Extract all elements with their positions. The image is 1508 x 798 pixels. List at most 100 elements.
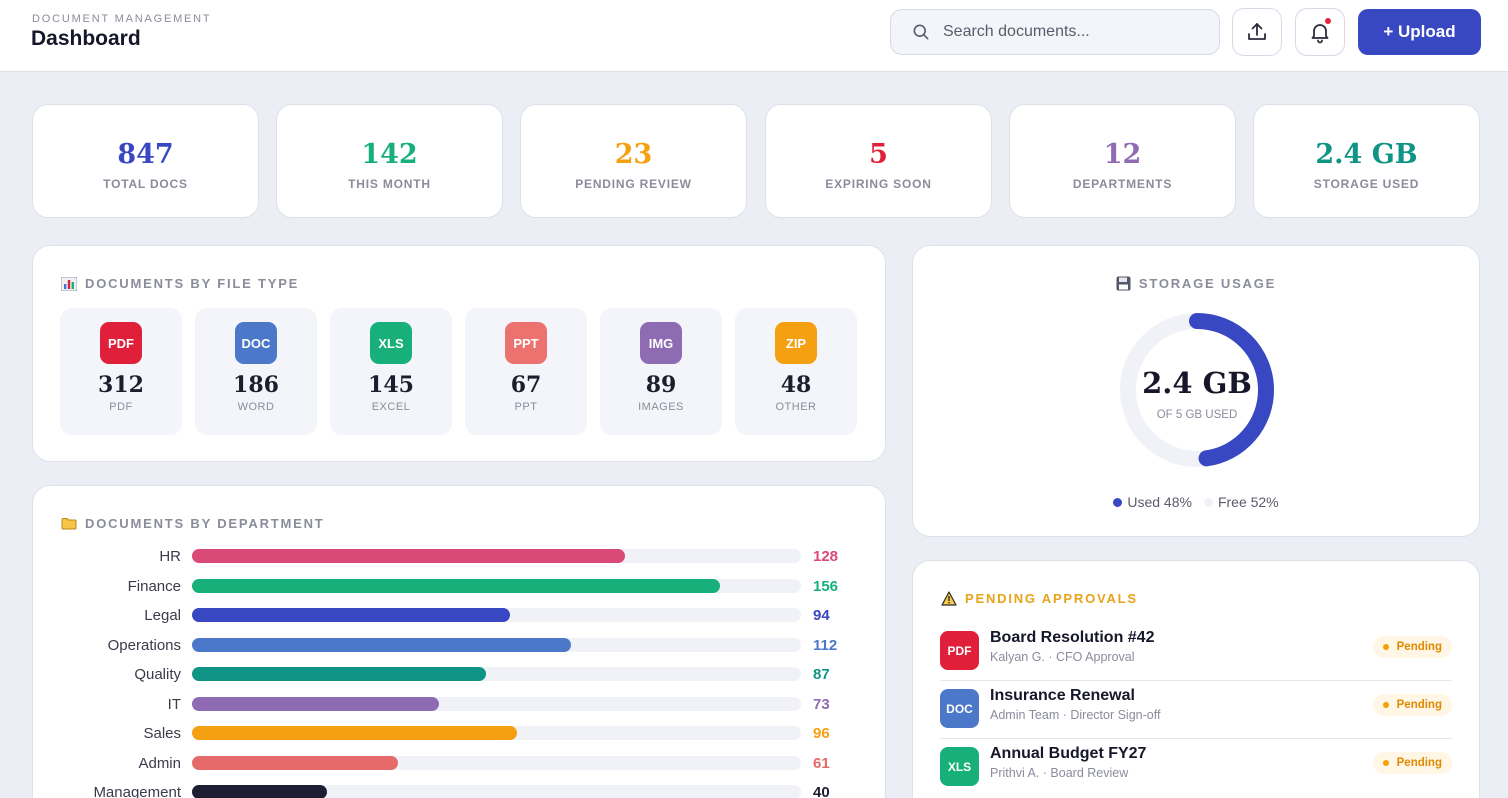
approval-item[interactable]: PDF Board Resolution #42 Kalyan G. · CFO A…: [940, 623, 1452, 681]
file-type-tile-word[interactable]: DOC 186 WORD: [195, 308, 317, 435]
stat-value: 23: [614, 139, 653, 170]
department-bar-track: [192, 726, 801, 740]
app-subtitle: DOCUMENT MANAGEMENT: [32, 13, 212, 25]
department-name: Legal: [144, 607, 181, 624]
floppy-disk-icon: [1116, 276, 1131, 291]
department-bar: [192, 726, 517, 740]
status-badge: Pending: [1372, 636, 1452, 658]
department-count: 40: [813, 784, 830, 798]
department-panel: DOCUMENTS BY DEPARTMENT HR 128 Finance 156 L…: [32, 485, 886, 798]
department-row: Legal 94: [33, 606, 833, 626]
status-badge: Pending: [1372, 694, 1452, 716]
department-name: Admin: [138, 754, 181, 772]
department-row: Quality 87: [33, 665, 833, 685]
storage-caption: OF 5 GB USED: [1156, 409, 1238, 421]
search-input[interactable]: [943, 23, 1203, 41]
file-type-badge-icon: DOC: [235, 322, 277, 364]
file-type-label: IMAGES: [638, 401, 684, 413]
file-type-label: OTHER: [775, 401, 817, 413]
status-dot: [1382, 644, 1389, 650]
stat-card: 12 DEPARTMENTS: [1009, 104, 1236, 218]
file-type-tile-images[interactable]: IMG 89 IMAGES: [600, 308, 722, 435]
department-row: Sales 96: [33, 724, 833, 744]
storage-title-text: STORAGE USAGE: [1138, 276, 1277, 291]
department-bar: [192, 637, 571, 652]
storage-panel: STORAGE USAGE 2.4 GB OF 5 GB USED Used 4…: [912, 245, 1480, 537]
approval-title: Annual Budget FY27: [990, 745, 1147, 762]
approval-file-icon: PDF: [940, 631, 979, 670]
top-bar: DOCUMENT MANAGEMENT Dashboard + Upload: [0, 0, 1508, 72]
approval-item[interactable]: XLS Annual Budget FY27 Prithvi A. · Board …: [940, 739, 1452, 797]
status-dot: [1382, 702, 1389, 708]
legend-used-label: Used 48%: [1127, 494, 1192, 510]
file-type-tile-pdf[interactable]: PDF 312 PDF: [60, 308, 182, 435]
file-type-label: EXCEL: [371, 401, 411, 413]
status-dot: [1382, 760, 1389, 766]
approval-subtitle: Admin Team · Director Sign-off: [990, 708, 1161, 722]
approval-subtitle: Kalyan G. · CFO Approval: [990, 650, 1135, 664]
department-row: Operations 112: [33, 636, 838, 656]
stat-value: 12: [1103, 139, 1142, 170]
upload-button[interactable]: + Upload: [1358, 9, 1481, 55]
status-label: Pending: [1396, 699, 1442, 711]
legend-free-swatch: [1203, 497, 1213, 507]
file-type-count: 145: [368, 372, 414, 398]
approval-subtitle: Prithvi A. · Board Review: [990, 766, 1129, 780]
stat-value: 5: [869, 139, 888, 170]
department-name: IT: [167, 695, 181, 713]
file-type-tile-other[interactable]: ZIP 48 OTHER: [735, 308, 857, 435]
department-title-text: DOCUMENTS BY DEPARTMENT: [85, 516, 325, 531]
legend-free-label: Free 52%: [1217, 494, 1279, 510]
department-bar: [192, 667, 487, 681]
department-row: Admin 61: [33, 754, 833, 774]
page-title: Dashboard: [31, 27, 141, 50]
department-bar-track: [192, 785, 801, 798]
legend-free: Free 52%: [1203, 494, 1279, 510]
approval-file-icon: XLS: [940, 747, 979, 786]
department-name: HR: [159, 548, 181, 565]
storage-used-arc: [1120, 313, 1274, 467]
stat-label: STORAGE USED: [1313, 177, 1420, 191]
file-type-badge-icon: XLS: [370, 322, 412, 364]
stat-label: DEPARTMENTS: [1072, 177, 1173, 191]
file-type-title: DOCUMENTS BY FILE TYPE: [61, 276, 299, 291]
stat-card: 23 PENDING REVIEW: [520, 104, 747, 218]
search-box[interactable]: [890, 9, 1220, 55]
file-type-tile-ppt[interactable]: PPT 67 PPT: [465, 308, 587, 435]
stat-card: 142 THIS MONTH: [276, 104, 503, 218]
file-type-label: WORD: [237, 401, 275, 413]
status-label: Pending: [1396, 641, 1442, 653]
department-bar-track: [192, 696, 801, 711]
stat-value: 142: [361, 139, 418, 170]
department-bar-track: [192, 637, 801, 652]
department-bar-track: [192, 608, 801, 622]
status-label: Pending: [1396, 757, 1442, 769]
bar-chart-icon: [61, 276, 77, 291]
department-row: Management 40: [33, 783, 833, 798]
department-name: Finance: [127, 577, 181, 595]
file-type-panel: DOCUMENTS BY FILE TYPE PDF 312 PDF DOC 186 WO…: [32, 245, 886, 462]
approval-title: Board Resolution #42: [990, 629, 1155, 646]
approval-file-icon: DOC: [940, 689, 979, 728]
department-name: Sales: [143, 725, 181, 742]
department-count: 112: [813, 636, 838, 654]
export-button[interactable]: [1232, 8, 1282, 56]
stat-label: EXPIRING SOON: [825, 177, 932, 191]
department-bar: [192, 608, 511, 622]
department-title: DOCUMENTS BY DEPARTMENT: [61, 516, 325, 531]
department-count: 128: [813, 548, 839, 565]
approval-title: Insurance Renewal: [990, 687, 1135, 704]
file-type-badge-icon: ZIP: [775, 322, 817, 364]
department-name: Quality: [134, 666, 181, 683]
notifications-button[interactable]: [1295, 8, 1345, 56]
approval-item[interactable]: DOC Insurance Renewal Admin Team · Directo…: [940, 681, 1452, 739]
department-bar-track: [192, 549, 801, 563]
approvals-panel: PENDING APPROVALS PDF Board Resolution #4…: [912, 560, 1480, 798]
file-type-count: 48: [780, 372, 812, 398]
file-type-badge-icon: PDF: [100, 322, 142, 364]
stat-label: TOTAL DOCS: [103, 177, 188, 191]
department-name: Operations: [107, 636, 181, 654]
approvals-title: PENDING APPROVALS: [941, 591, 1138, 606]
file-type-tile-excel[interactable]: XLS 145 EXCEL: [330, 308, 452, 435]
storage-legend: Used 48% Free 52%: [913, 494, 1479, 510]
